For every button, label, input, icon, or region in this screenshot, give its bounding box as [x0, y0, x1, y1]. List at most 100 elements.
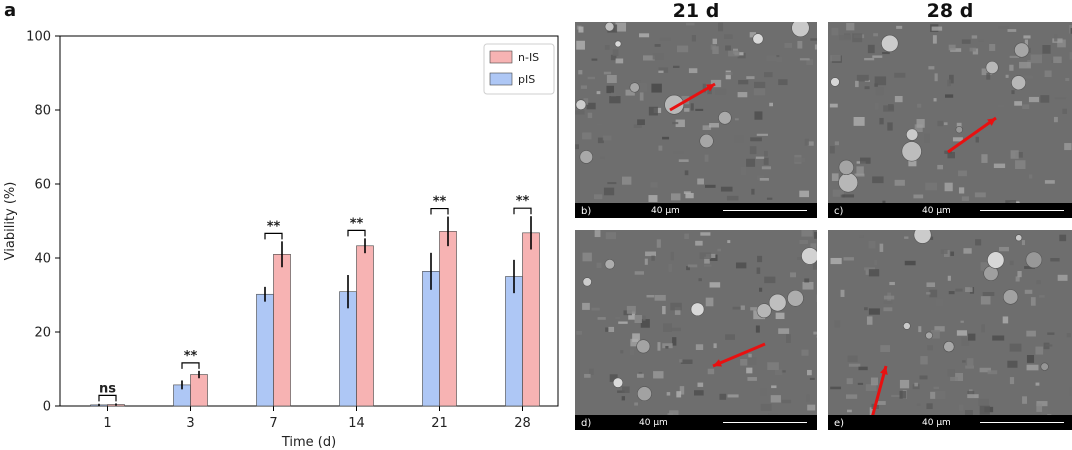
sem-grain	[712, 46, 719, 55]
sem-grain	[997, 104, 1005, 108]
sem-grain	[935, 298, 944, 307]
sem-grain	[774, 369, 783, 375]
sem-grain	[617, 390, 625, 393]
legend-swatch-pIS	[489, 72, 513, 86]
sem-grain	[1015, 152, 1023, 158]
sem-grain	[958, 170, 967, 177]
scale-bar-strip: c) 40 µm	[828, 203, 1072, 218]
sem-grain	[642, 315, 646, 321]
sem-grain	[575, 144, 579, 150]
sem-grain	[931, 26, 943, 31]
sem-grain	[750, 137, 762, 142]
sem-grain	[874, 259, 878, 266]
sem-grain	[591, 307, 600, 311]
plot-frame	[59, 35, 559, 407]
sem-grain	[894, 72, 906, 78]
sem-grain	[670, 251, 674, 261]
red-arrow	[947, 116, 997, 154]
sem-grain	[937, 120, 944, 127]
sem-grain	[654, 44, 661, 47]
sem-grain	[967, 394, 979, 399]
sem-grain	[858, 234, 864, 238]
red-arrow-head	[880, 366, 888, 375]
sem-grain	[914, 382, 918, 387]
sem-grain	[804, 278, 810, 283]
sem-grain	[957, 74, 965, 79]
sem-grain	[578, 26, 584, 33]
sem-particle	[664, 94, 685, 115]
sem-grain	[1042, 45, 1051, 54]
sem-grain	[840, 289, 845, 297]
sem-grain	[916, 403, 921, 406]
sem-grain	[935, 391, 946, 400]
sem-grain	[914, 124, 923, 133]
sem-particle	[752, 33, 764, 45]
sem-grain	[790, 272, 797, 278]
sem-grain	[801, 349, 809, 356]
sem-grain	[726, 195, 739, 201]
significance-bracket	[181, 362, 200, 369]
sem-grain	[846, 22, 855, 31]
sem-particle	[925, 331, 933, 340]
panel-label-e: e)	[834, 418, 845, 429]
sem-grain	[947, 151, 956, 159]
sem-grain	[653, 371, 664, 379]
y-tick-label: 40	[34, 252, 51, 267]
sem-particle	[787, 289, 804, 307]
sem-grain	[685, 22, 695, 26]
sem-grain	[725, 71, 733, 76]
sem-grain	[1059, 234, 1067, 242]
sem-grain	[648, 106, 658, 116]
sem-grain	[672, 337, 677, 346]
sem-grain	[600, 156, 605, 160]
sem-grain	[1028, 174, 1033, 179]
sem-grain	[1062, 108, 1067, 115]
sem-grain	[1070, 27, 1072, 34]
sem-grain	[982, 292, 995, 296]
sem-grain	[869, 407, 875, 417]
sem-grain	[720, 186, 733, 192]
sem-grain	[993, 163, 1006, 169]
sem-grain	[846, 378, 853, 385]
sem-grain	[926, 282, 936, 288]
sem-grain	[625, 89, 635, 96]
red-arrow-head	[987, 118, 996, 126]
sem-grain	[802, 281, 814, 290]
sem-grain	[799, 58, 810, 61]
sem-grain	[677, 45, 689, 53]
column-title-21d: 21 d	[672, 0, 720, 22]
sem-grain	[1009, 55, 1020, 58]
sem-grain	[633, 124, 642, 128]
sem-grain	[978, 38, 985, 42]
sem-grain	[1009, 64, 1014, 71]
sem-grain	[596, 91, 601, 95]
sem-grain	[975, 136, 979, 143]
sem-grain	[756, 267, 761, 274]
sem-grain	[842, 194, 855, 198]
sem-grain	[883, 295, 895, 300]
sem-grain	[634, 314, 643, 323]
sem-particle	[604, 259, 615, 270]
sem-grain	[781, 399, 792, 404]
sem-grain	[699, 252, 712, 259]
sem-grain	[749, 32, 757, 38]
sem-grain	[859, 157, 871, 164]
red-arrow	[712, 342, 766, 368]
sem-grain	[926, 403, 933, 410]
sem-grain	[746, 158, 756, 167]
sem-grain	[615, 316, 621, 320]
sem-image-c: c) 40 µm	[828, 22, 1072, 218]
sem-grain	[576, 330, 582, 335]
sem-grain	[806, 369, 812, 376]
sem-grain	[799, 240, 808, 244]
sem-grain	[766, 197, 773, 200]
sem-grain	[608, 326, 615, 333]
sem-grain	[751, 188, 755, 195]
sem-grain	[864, 86, 870, 90]
sem-grain	[834, 141, 840, 146]
sem-grain	[1028, 96, 1040, 103]
sem-grain	[1021, 75, 1033, 79]
sem-grain	[596, 123, 603, 126]
sem-grain	[870, 377, 879, 386]
sem-grain	[615, 22, 627, 32]
